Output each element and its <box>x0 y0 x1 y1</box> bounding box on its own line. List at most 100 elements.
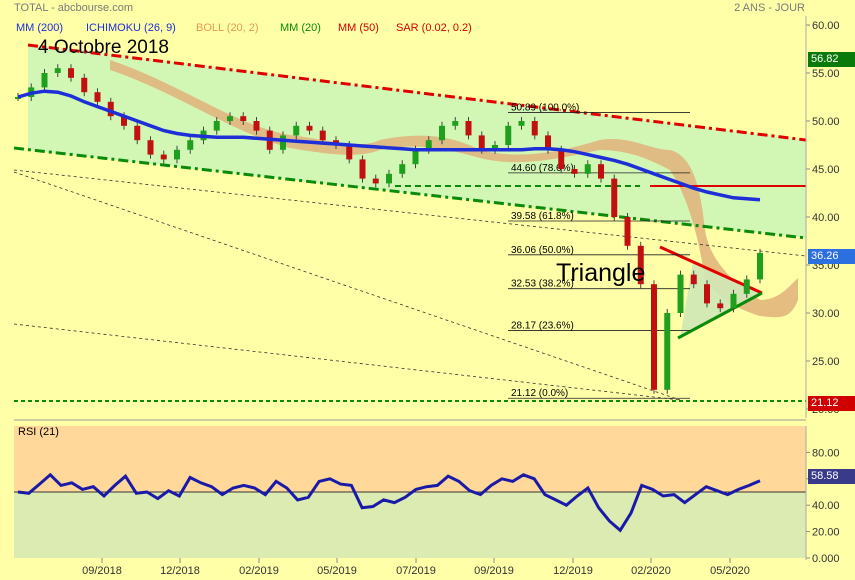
price-candle <box>319 130 326 141</box>
price-candle <box>598 164 604 179</box>
fib-label: 44.60 (78.6%) <box>511 163 574 174</box>
price-candle <box>611 178 618 217</box>
fib-label: 32.53 (38.2%) <box>511 279 574 290</box>
legend-mm200: MM (200) <box>16 22 64 34</box>
annotation-triangle: Triangle <box>556 259 646 287</box>
price-candle <box>41 73 48 88</box>
time-axis: 09/2018 12/2018 02/2019 05/2019 07/2019 09/20… <box>82 558 750 577</box>
price-candle <box>54 68 61 73</box>
fib-label: 50.89 (100.0%) <box>511 102 579 113</box>
price-candle <box>690 274 697 285</box>
price-candle <box>531 121 538 136</box>
price-candle <box>412 149 419 165</box>
price-tag-last: 36.26 <box>808 249 855 264</box>
resistance-line <box>27 43 807 142</box>
rsi-series <box>17 472 761 533</box>
price-axis-label: 50.00 <box>812 116 840 128</box>
fib-label: 39.58 (61.8%) <box>511 211 574 222</box>
rsi-overbought-zone <box>14 426 806 492</box>
time-axis-label: 12/2018 <box>160 565 200 577</box>
rsi-axis-label: 20.00 <box>812 527 840 539</box>
fib-label: 21.12 (0.0%) <box>511 388 568 399</box>
time-axis-label: 09/2018 <box>82 565 122 577</box>
rsi-axis-label: 40.00 <box>812 500 840 512</box>
price-candle <box>452 121 459 126</box>
price-axis-label: 30.00 <box>812 308 840 320</box>
legend-sar: SAR (0.02, 0.2) <box>396 22 472 34</box>
price-axis-label: 55.00 <box>812 68 840 80</box>
price-candle <box>386 173 392 184</box>
legend-ichimoku: ICHIMOKU (26, 9) <box>86 22 176 34</box>
price-series <box>15 64 763 394</box>
time-axis-label: 02/2020 <box>631 565 671 577</box>
price-candle <box>134 125 141 141</box>
price-candle <box>637 245 644 285</box>
price-candle <box>346 145 353 160</box>
rsi-axis-label: 0.000 <box>812 553 840 565</box>
annotation-date: 4 Octobre 2018 <box>38 37 169 58</box>
price-candle <box>280 135 286 150</box>
legend-bollinger: BOLL (20, 2) <box>196 22 259 34</box>
price-candle <box>372 178 379 184</box>
triangle-bottom-line <box>677 291 763 340</box>
price-candle <box>240 116 247 121</box>
price-candle <box>518 121 525 126</box>
price-candle <box>743 279 750 294</box>
price-candle <box>492 145 498 150</box>
price-candle <box>81 77 88 93</box>
trendline-dashed-3 <box>13 169 807 257</box>
price-candle <box>545 135 551 150</box>
rsi-line <box>17 472 761 533</box>
mm200-line <box>17 89 761 202</box>
price-candle <box>399 164 406 174</box>
price-tag-low: 21.12 <box>808 396 855 411</box>
rsi-axis-label: 80.00 <box>812 447 840 459</box>
price-candle <box>757 252 763 280</box>
legend-mm20: MM (20) <box>280 22 321 34</box>
price-candle <box>227 116 233 121</box>
price-candle <box>15 97 21 99</box>
price-candle <box>624 217 631 246</box>
trendline-dashed-2 <box>13 323 681 401</box>
time-axis-label: 05/2020 <box>710 565 750 577</box>
price-candle <box>306 125 313 131</box>
price-axis-label: 40.00 <box>812 212 840 224</box>
price-axis: 60.0055.0050.0045.0040.0035.0030.0025.00… <box>806 20 840 416</box>
price-candle <box>425 140 432 150</box>
price-axis-label: 25.00 <box>812 356 840 368</box>
price-candle <box>160 154 167 160</box>
price-tag-top: 56.82 <box>808 52 855 67</box>
price-candle <box>213 121 220 131</box>
triangle-fill <box>680 262 762 338</box>
price-axis-label: 60.00 <box>812 20 840 32</box>
price-candle <box>465 121 472 136</box>
fib-label: 28.17 (23.6%) <box>511 321 574 332</box>
time-axis-label: 02/2019 <box>239 565 279 577</box>
price-candle <box>359 159 366 179</box>
time-axis-label: 05/2019 <box>317 565 357 577</box>
price-candle <box>730 293 737 309</box>
chart-source-title: TOTAL - abcbourse.com <box>14 2 134 14</box>
price-candle <box>651 284 657 390</box>
price-candle <box>121 116 127 126</box>
rsi-oversold-zone <box>14 492 806 558</box>
price-candle <box>677 274 684 313</box>
price-candle <box>505 125 512 145</box>
price-candle <box>664 313 671 390</box>
price-candle <box>439 125 445 141</box>
rsi-title: RSI (21) <box>18 426 59 438</box>
price-candle <box>717 303 724 309</box>
chart-period: 2 ANS - JOUR <box>734 2 805 14</box>
support-line <box>13 146 807 240</box>
price-candle <box>147 140 154 155</box>
fib-label: 36.06 (50.0%) <box>511 245 574 256</box>
rsi-tag: 58.58 <box>808 469 855 484</box>
price-candle <box>558 149 565 169</box>
price-candle <box>584 164 591 174</box>
price-axis-label: 45.00 <box>812 164 840 176</box>
time-axis-label: 07/2019 <box>396 565 436 577</box>
price-candle <box>107 101 114 117</box>
legend-mm50: MM (50) <box>338 22 379 34</box>
